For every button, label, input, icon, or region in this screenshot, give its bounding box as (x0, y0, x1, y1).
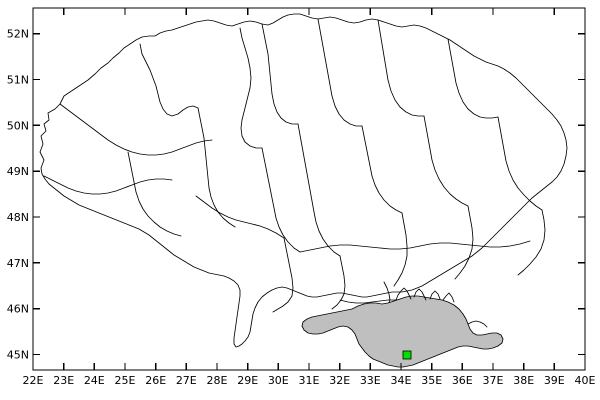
crimea-sivash-detail (395, 287, 455, 303)
y-tick-label: 50N (7, 119, 29, 132)
x-tick-label: 32E (329, 374, 350, 387)
x-tick-label: 28E (207, 374, 228, 387)
oblast-boundary-rivne-east (239, 27, 263, 149)
x-tick-label: 26E (145, 374, 166, 387)
x-tick-label: 31E (299, 374, 320, 387)
x-tick-label: 39E (544, 374, 565, 387)
oblast-boundary-dnipro-east (419, 240, 531, 248)
x-tick-label: 29E (237, 374, 258, 387)
x-tick-label: 33E (360, 374, 381, 387)
y-axis-ticks-right (578, 32, 585, 356)
x-tick-label: 40E (575, 374, 596, 387)
oblast-boundary-kyiv-north (317, 18, 363, 127)
y-tick-label: 45N (7, 349, 29, 362)
oblast-boundary-khmelnytskyi (261, 147, 301, 253)
oblast-boundary-lviv-south (59, 103, 213, 156)
x-tick-label: 24E (84, 374, 105, 387)
map-plot-area (39, 13, 568, 368)
site-marker-square[interactable] (402, 350, 412, 360)
oblast-boundary-volyn (139, 43, 199, 117)
y-axis-ticks (33, 32, 40, 356)
x-tick-label: 38E (513, 374, 534, 387)
oblast-boundary-kirovohrad-north (299, 244, 421, 253)
x-tick-label: 30E (268, 374, 289, 387)
axis-frame (32, 7, 586, 371)
x-tick-label: 22E (23, 374, 44, 387)
oblast-boundary-chernihiv (377, 19, 425, 117)
oblast-boundary-chernivtsi (195, 195, 285, 239)
oblast-boundary-ivano-frankivsk (127, 151, 182, 237)
y-tick-label: 47N (7, 257, 29, 270)
oblast-boundary-mykolaiv (331, 255, 346, 310)
oblast-boundary-cherkasy (361, 125, 403, 214)
oblast-boundary-sumy (447, 38, 499, 119)
oblast-boundary-odesa (272, 237, 294, 313)
crimea-region[interactable] (301, 295, 504, 368)
oblast-boundary-zakarpattia (43, 175, 173, 195)
x-tick-label: 27E (176, 374, 197, 387)
crimea-kerch-detail (467, 320, 488, 328)
x-tick-label: 36E (452, 374, 473, 387)
oblast-boundary-zhytomyr-north (261, 23, 299, 125)
oblast-boundary-vinnytsia (297, 123, 341, 257)
oblast-boundary-donetsk (517, 209, 546, 276)
y-tick-label: 46N (7, 303, 29, 316)
oblast-boundary-ternopil (197, 107, 236, 228)
y-tick-label: 48N (7, 211, 29, 224)
oblast-boundary-kherson (393, 212, 408, 287)
oblast-boundary-kharkiv (497, 116, 543, 211)
x-axis-ticks-top (63, 8, 555, 15)
x-tick-label: 37E (483, 374, 504, 387)
x-tick-label: 25E (115, 374, 136, 387)
oblast-boundary-zaporizhzhia (454, 205, 474, 280)
y-axis-tick-labels: 45N 46N 47N 48N 49N 50N 51N 52N (7, 28, 29, 362)
y-tick-label: 51N (7, 74, 29, 87)
y-tick-label: 49N (7, 165, 29, 178)
x-tick-label: 34E (391, 374, 412, 387)
y-tick-label: 52N (7, 28, 29, 41)
x-tick-label: 35E (421, 374, 442, 387)
x-axis-ticks (32, 363, 586, 370)
x-axis-tick-labels: 22E 23E 24E 25E 26E 27E 28E 29E 30E 31E … (23, 374, 596, 387)
x-tick-label: 23E (53, 374, 74, 387)
national-boundary-ukraine (39, 13, 568, 348)
oblast-boundary-poltava (423, 115, 469, 207)
